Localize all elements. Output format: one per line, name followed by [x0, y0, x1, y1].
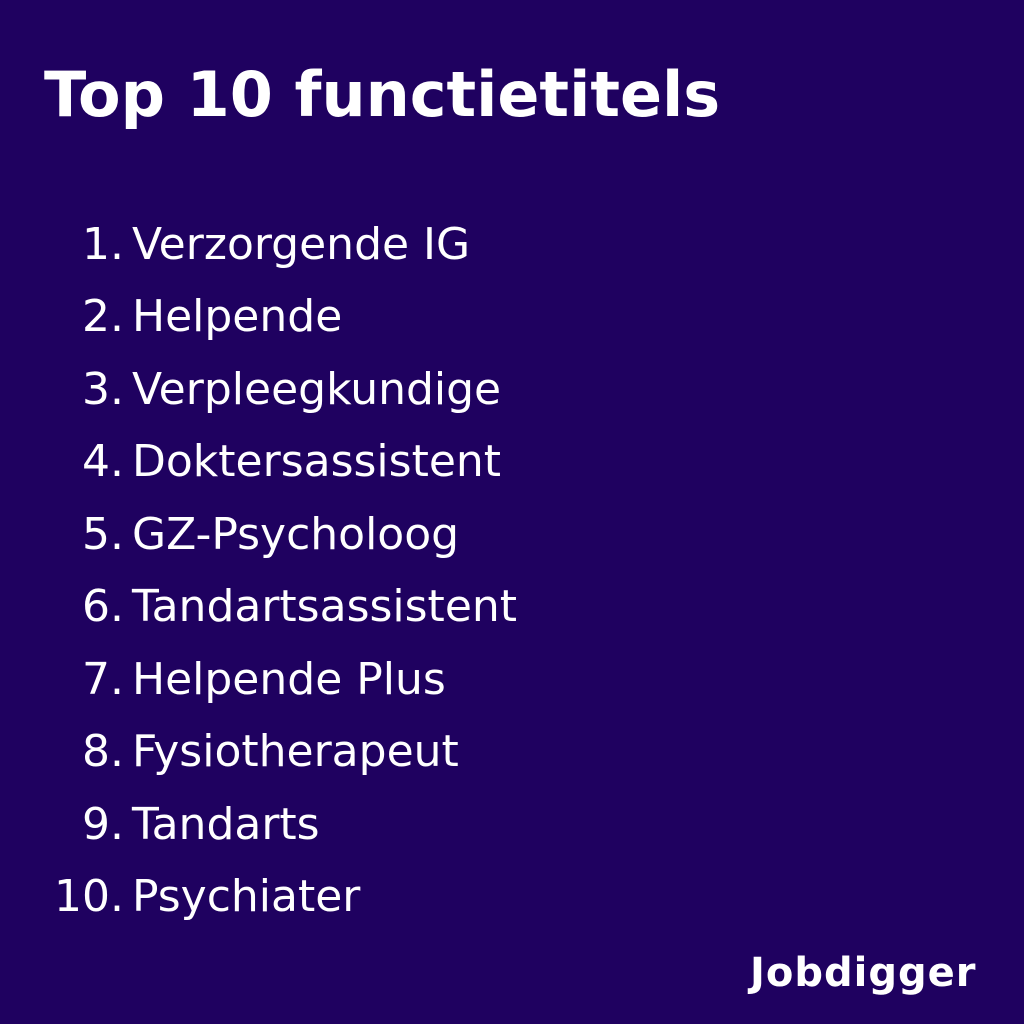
item-label: GZ-Psycholoog [132, 508, 460, 560]
item-number: 4. [82, 436, 124, 488]
list-item: 3. Verpleegkundige [0, 353, 517, 426]
list-item: 8. Fysiotherapeut [0, 716, 517, 789]
item-label: Helpende Plus [132, 653, 446, 705]
item-number: 3. [82, 363, 124, 415]
item-number: 1. [82, 218, 124, 270]
item-number: 2. [82, 291, 124, 343]
item-number: 6. [82, 581, 124, 633]
item-label: Doktersassistent [132, 436, 502, 488]
list-item: 5. GZ-Psycholoog [0, 498, 517, 571]
list-item: 7. Helpende Plus [0, 643, 517, 716]
list-item: 2. Helpende [0, 281, 517, 354]
jobdigger-logo: Jobdigger [750, 950, 977, 996]
item-label: Tandartsassistent [132, 581, 518, 633]
item-label: Fysiotherapeut [132, 726, 459, 778]
job-title-list: 1. Verzorgende IG 2. Helpende 3. Verpleegku… [0, 208, 517, 933]
list-item: 10. Psychiater [0, 861, 517, 934]
item-label: Helpende [132, 291, 343, 343]
item-label: Verzorgende IG [132, 218, 471, 270]
item-number: 5. [82, 508, 124, 560]
list-item: 6. Tandartsassistent [0, 571, 517, 644]
page-title: Top 10 functietitels [44, 58, 721, 131]
item-label: Tandarts [132, 798, 320, 850]
item-number: 9. [82, 798, 124, 850]
item-number: 8. [82, 726, 124, 778]
item-label: Verpleegkundige [132, 363, 502, 415]
item-number: 10. [54, 871, 124, 923]
list-item: 9. Tandarts [0, 788, 517, 861]
list-item: 1. Verzorgende IG [0, 208, 517, 281]
item-label: Psychiater [132, 871, 361, 923]
list-item: 4. Doktersassistent [0, 426, 517, 499]
item-number: 7. [82, 653, 124, 705]
